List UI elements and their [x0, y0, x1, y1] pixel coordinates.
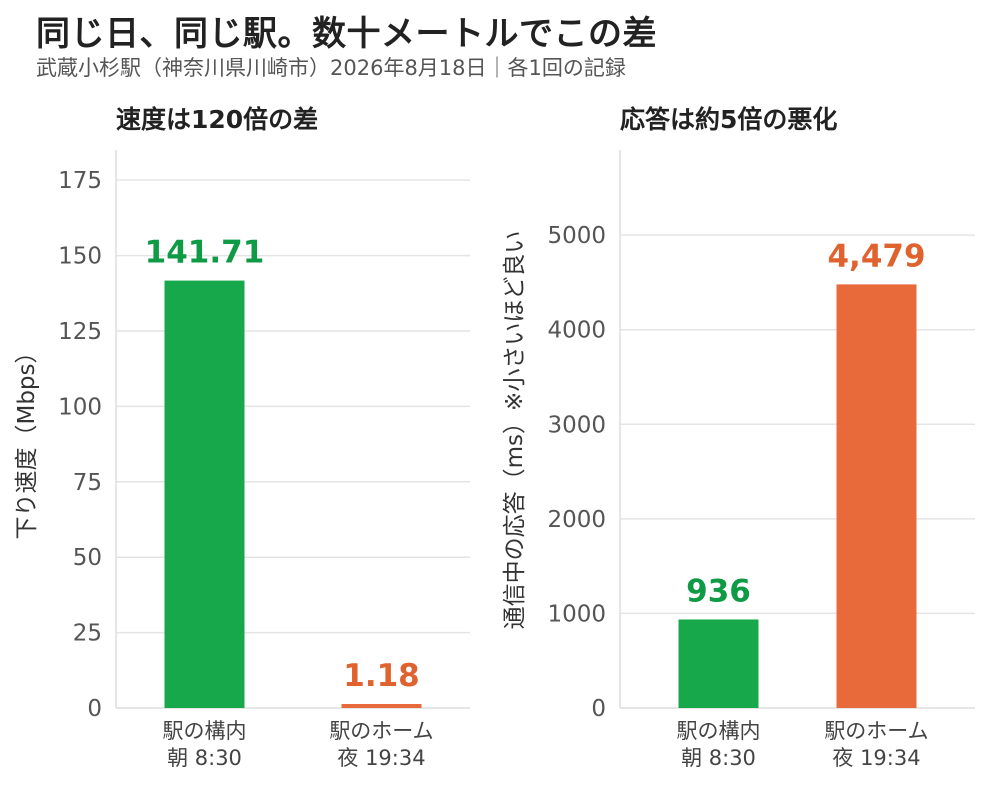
latency-x-tick-label: 駅のホーム: [824, 719, 928, 743]
speed-y-tick-label: 175: [58, 168, 102, 194]
speed-y-tick-label: 125: [58, 319, 102, 345]
speed-bar-2: [341, 704, 422, 708]
latency-bar-2: [836, 284, 917, 708]
chart-title-speed: 速度は120倍の差: [116, 105, 319, 134]
speed-y-tick-label: 25: [73, 621, 102, 647]
chart-title-latency: 応答は約5倍の悪化: [620, 105, 838, 134]
speed-x-tick-label: 朝 8:30: [167, 746, 242, 770]
latency-x-tick-label: 朝 8:30: [681, 746, 756, 770]
latency-y-tick-label: 1000: [547, 601, 606, 627]
latency-y-axis-label: 通信中の応答（ms）※小さいほど良い: [502, 231, 528, 630]
latency-x-tick-label: 夜 19:34: [832, 746, 920, 770]
latency-y-tick-label: 4000: [547, 318, 606, 344]
speed-y-tick-label: 50: [73, 545, 102, 571]
latency-y-tick-label: 3000: [547, 412, 606, 438]
speed-y-tick-label: 0: [87, 696, 102, 722]
speed-x-tick-label: 駅の構内: [163, 719, 247, 743]
speed-chart: 0 25 50 75 100 125 150 175 下り速度（Mbps） 141.71 駅の構内朝…: [14, 150, 470, 770]
speed-y-tick-label: 100: [58, 394, 102, 420]
subtitle: 武蔵小杉駅（神奈川県川崎市）2026年8月18日｜各1回の記録: [36, 56, 626, 80]
latency-y-tick-label: 5000: [547, 223, 606, 249]
latency-y-tick-label: 2000: [547, 507, 606, 533]
speed-value-label-2: 1.18: [343, 658, 420, 694]
speed-y-tick-label: 150: [58, 244, 102, 270]
latency-value-label-1: 936: [686, 573, 751, 609]
speed-bar-1: [164, 280, 245, 708]
latency-y-tick-label: 0: [591, 696, 606, 722]
headline: 同じ日、同じ駅。数十メートルでこの差: [36, 14, 657, 54]
speed-x-tick-label: 夜 19:34: [337, 746, 425, 770]
speed-y-tick-label: 75: [73, 470, 102, 496]
speed-y-axis-label: 下り速度（Mbps）: [14, 340, 40, 539]
latency-bar-1: [678, 619, 759, 708]
latency-x-tick-label: 駅の構内: [677, 719, 761, 743]
latency-value-label-2: 4,479: [827, 238, 925, 274]
speed-value-label-1: 141.71: [145, 235, 265, 271]
speed-x-tick-label: 駅のホーム: [329, 719, 433, 743]
